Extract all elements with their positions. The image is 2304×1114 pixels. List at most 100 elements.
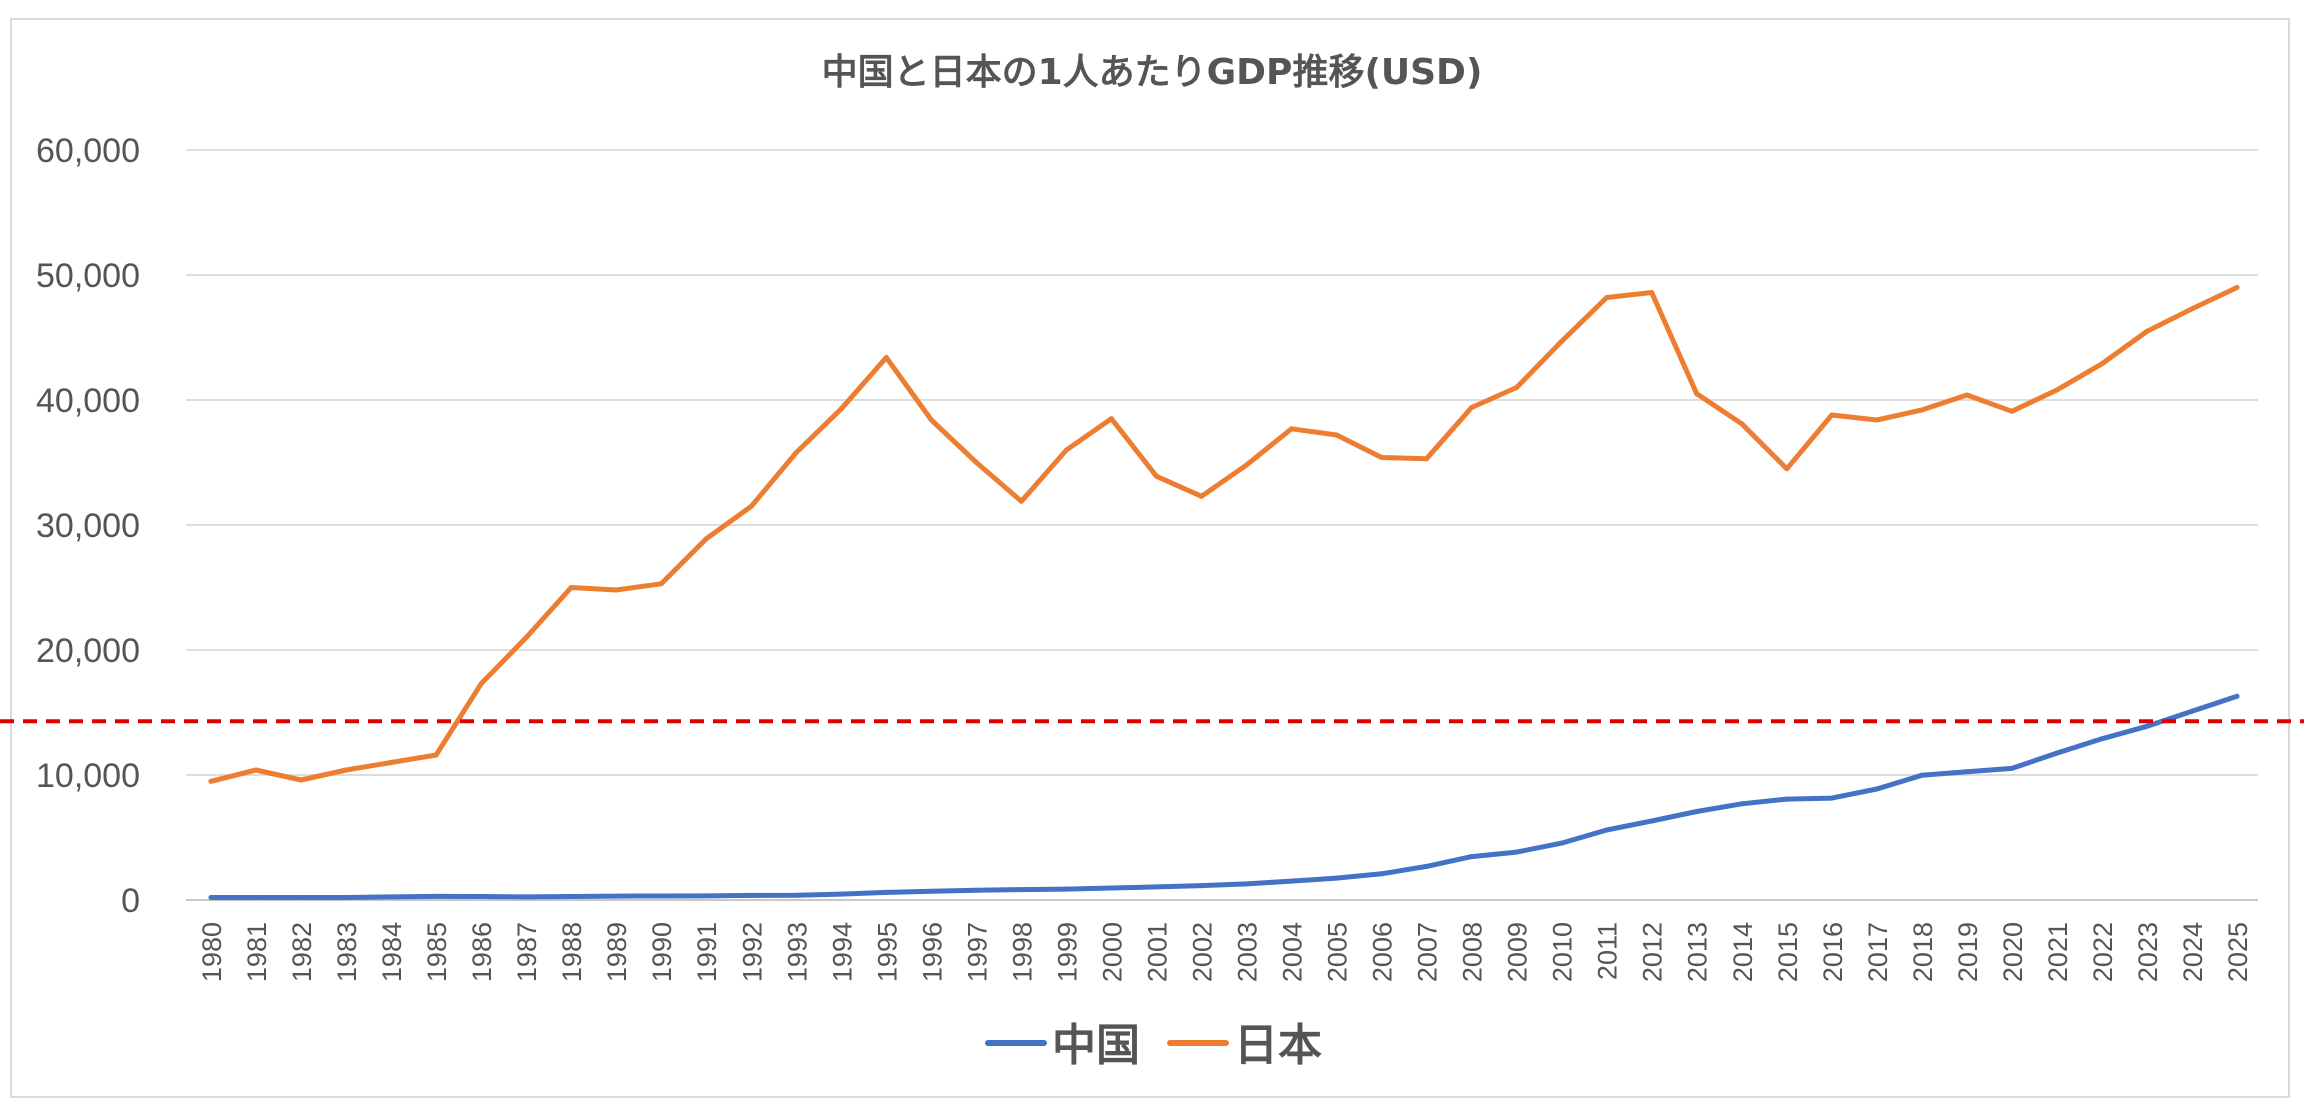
data-point [208, 895, 214, 900]
x-tick-label: 2013 [1683, 922, 1713, 982]
data-point [568, 894, 574, 899]
data-point [388, 894, 394, 900]
x-tick-label: 2024 [2178, 922, 2208, 982]
series-line-0 [208, 693, 2240, 900]
x-tick-label: 1987 [512, 922, 542, 982]
x-tick-label: 2019 [1953, 922, 1983, 982]
data-point [1469, 854, 1475, 860]
data-point [658, 581, 664, 587]
data-point [1874, 786, 1880, 792]
x-tick-label: 1990 [647, 922, 677, 982]
data-point [1198, 493, 1204, 499]
x-tick-label: 2010 [1548, 922, 1578, 982]
x-tick-label: 2011 [1593, 922, 1623, 980]
data-point [523, 635, 529, 640]
data-point [1739, 421, 1745, 427]
data-point [1559, 840, 1565, 846]
legend-label[interactable]: 日本 [1234, 1020, 1322, 1071]
data-point [343, 895, 349, 900]
x-tick-label: 2018 [1908, 922, 1938, 982]
data-point [1379, 455, 1385, 460]
data-point [703, 536, 709, 542]
data-point [433, 893, 439, 899]
x-tick-label: 1996 [917, 922, 947, 982]
data-point [2144, 328, 2150, 334]
data-point [1784, 796, 1790, 802]
x-tick-label: 2006 [1368, 922, 1398, 982]
data-point [2189, 708, 2195, 714]
x-tick-label: 1997 [962, 922, 992, 982]
x-tick-label: 2022 [2088, 922, 2118, 982]
data-point [568, 585, 574, 590]
data-point [2054, 750, 2060, 756]
x-tick-label: 1988 [557, 922, 587, 982]
x-tick-label: 2025 [2223, 922, 2253, 982]
x-tick-label: 2007 [1413, 922, 1443, 982]
data-point [1514, 385, 1520, 390]
data-point [883, 889, 889, 895]
data-point [1198, 883, 1204, 889]
data-point [613, 893, 619, 899]
data-point [523, 894, 529, 900]
y-tick-label: 0 [121, 882, 140, 920]
data-point [433, 752, 439, 758]
data-point [973, 887, 979, 893]
data-point [388, 760, 394, 765]
x-tick-label: 2021 [2043, 922, 2073, 982]
y-tick-label: 50,000 [36, 257, 140, 295]
data-point [1829, 412, 1835, 418]
data-point [2009, 408, 2015, 414]
data-point [1649, 290, 1655, 295]
data-point [1874, 417, 1880, 423]
legend-label[interactable]: 中国 [1052, 1020, 1140, 1071]
y-tick-label: 20,000 [36, 632, 140, 670]
y-tick-label: 60,000 [36, 132, 140, 170]
y-axis: 0 10,000 20,000 30,000 40,000 50,000 60,000 [36, 132, 140, 920]
x-tick-label: 1991 [692, 922, 722, 982]
grid [186, 149, 2258, 901]
y-tick-label: 10,000 [36, 757, 140, 795]
data-point [1424, 456, 1430, 462]
x-tick-label: 1995 [872, 922, 902, 982]
x-tick-label: 2016 [1818, 922, 1848, 982]
data-point [1334, 875, 1340, 881]
x-tick-label: 2001 [1142, 922, 1172, 982]
data-point [1694, 809, 1700, 814]
x-tick-label: 2009 [1503, 922, 1533, 982]
x-tick-label: 2003 [1233, 922, 1263, 982]
x-tick-label: 2020 [1998, 922, 2028, 982]
data-point [2234, 693, 2240, 699]
data-point [748, 503, 754, 509]
data-point [1784, 466, 1790, 472]
data-point [928, 417, 934, 423]
data-point [253, 767, 259, 773]
data-point [2234, 285, 2240, 290]
data-point [973, 460, 979, 465]
data-point [748, 892, 754, 898]
data-point [1334, 432, 1340, 438]
data-point [1063, 886, 1069, 892]
legend[interactable]: 中国 日本 [985, 1020, 1322, 1071]
chart-title: 中国と日本の1人あたりGDP推移(USD) [822, 52, 1483, 93]
x-tick-label: 1980 [197, 922, 227, 982]
data-point [2099, 361, 2105, 367]
data-point [703, 893, 709, 899]
x-tick-label: 1993 [782, 922, 812, 982]
x-tick-label: 1998 [1007, 922, 1037, 982]
data-point [208, 778, 214, 784]
data-point [1964, 392, 1970, 398]
plot-area [208, 285, 2240, 900]
x-axis: 1980 1981 1982 1983 1984 1985 1986 1987 1988 1989… [197, 922, 2253, 982]
data-point [298, 895, 304, 900]
x-tick-label: 1992 [737, 922, 767, 982]
data-point [2189, 306, 2195, 312]
data-point [1424, 863, 1430, 869]
x-tick-label: 1981 [242, 922, 272, 982]
x-tick-label: 2005 [1323, 922, 1353, 982]
data-point [658, 893, 664, 899]
data-point [2009, 765, 2015, 771]
data-point [478, 681, 484, 687]
x-tick-label: 2012 [1638, 922, 1668, 982]
data-point [298, 777, 304, 783]
